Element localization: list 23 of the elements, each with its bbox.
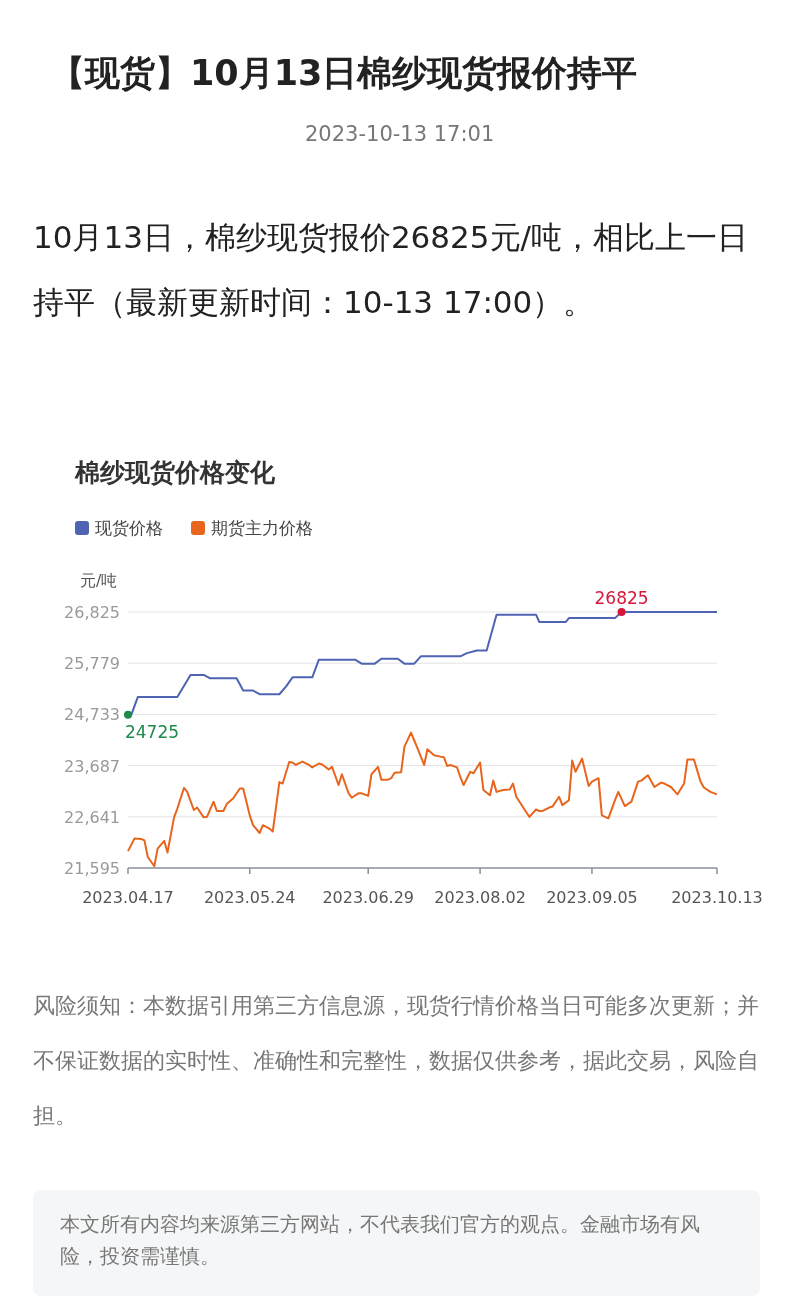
- text: 风险须知：本数据引用第三方信息源，现货行情价格当日可能多次更新；并不保证数据的实时性、准确性和完整性，数据仅供参考，据此交易，风险自担。: [33, 993, 759, 1128]
- annotation: 26825: [594, 588, 649, 608]
- y-axis-title: 元/吨: [80, 571, 118, 590]
- legend-label: 现货价格: [95, 518, 163, 538]
- text: 棉纱现货价格变化: [75, 457, 275, 489]
- x-tick-label: 2023.06.29: [322, 888, 415, 907]
- text: 10月13日，棉纱现货报价26825元/吨，相比上一日持平（最新更新时间：10-13 17:00）。: [33, 218, 749, 322]
- y-tick-label: 25,779: [64, 654, 120, 674]
- x-tick-label: 2023.05.24: [203, 888, 296, 907]
- chart-subtitle: 2023-10-13 17:01: [305, 122, 495, 146]
- y-tick-label: 21,595: [64, 859, 120, 878]
- legend-label: 期货主力价格: [211, 518, 313, 538]
- y-tick-label: 26,825: [64, 603, 120, 622]
- x-tick-label: 2023.04.17: [82, 888, 174, 907]
- x-tick-label: 2023.08.02: [434, 888, 526, 907]
- x-tick-label: 2023.09.05: [546, 888, 638, 907]
- y-tick-label: 23,687: [64, 756, 120, 776]
- y-tick-label: 22,641: [64, 807, 120, 827]
- text: 本文所有内容均来源第三方网站，不代表我们官方的观点。金融市场有风险，投资需谨慎。: [33, 1190, 760, 1296]
- annotation: 24725: [124, 721, 180, 742]
- y-tick-label: 24,733: [64, 705, 120, 725]
- x-tick-label: 2023.10.13: [671, 888, 763, 907]
- chart-title: 【现货】10月13日棉纱现货报价持平: [50, 52, 638, 95]
